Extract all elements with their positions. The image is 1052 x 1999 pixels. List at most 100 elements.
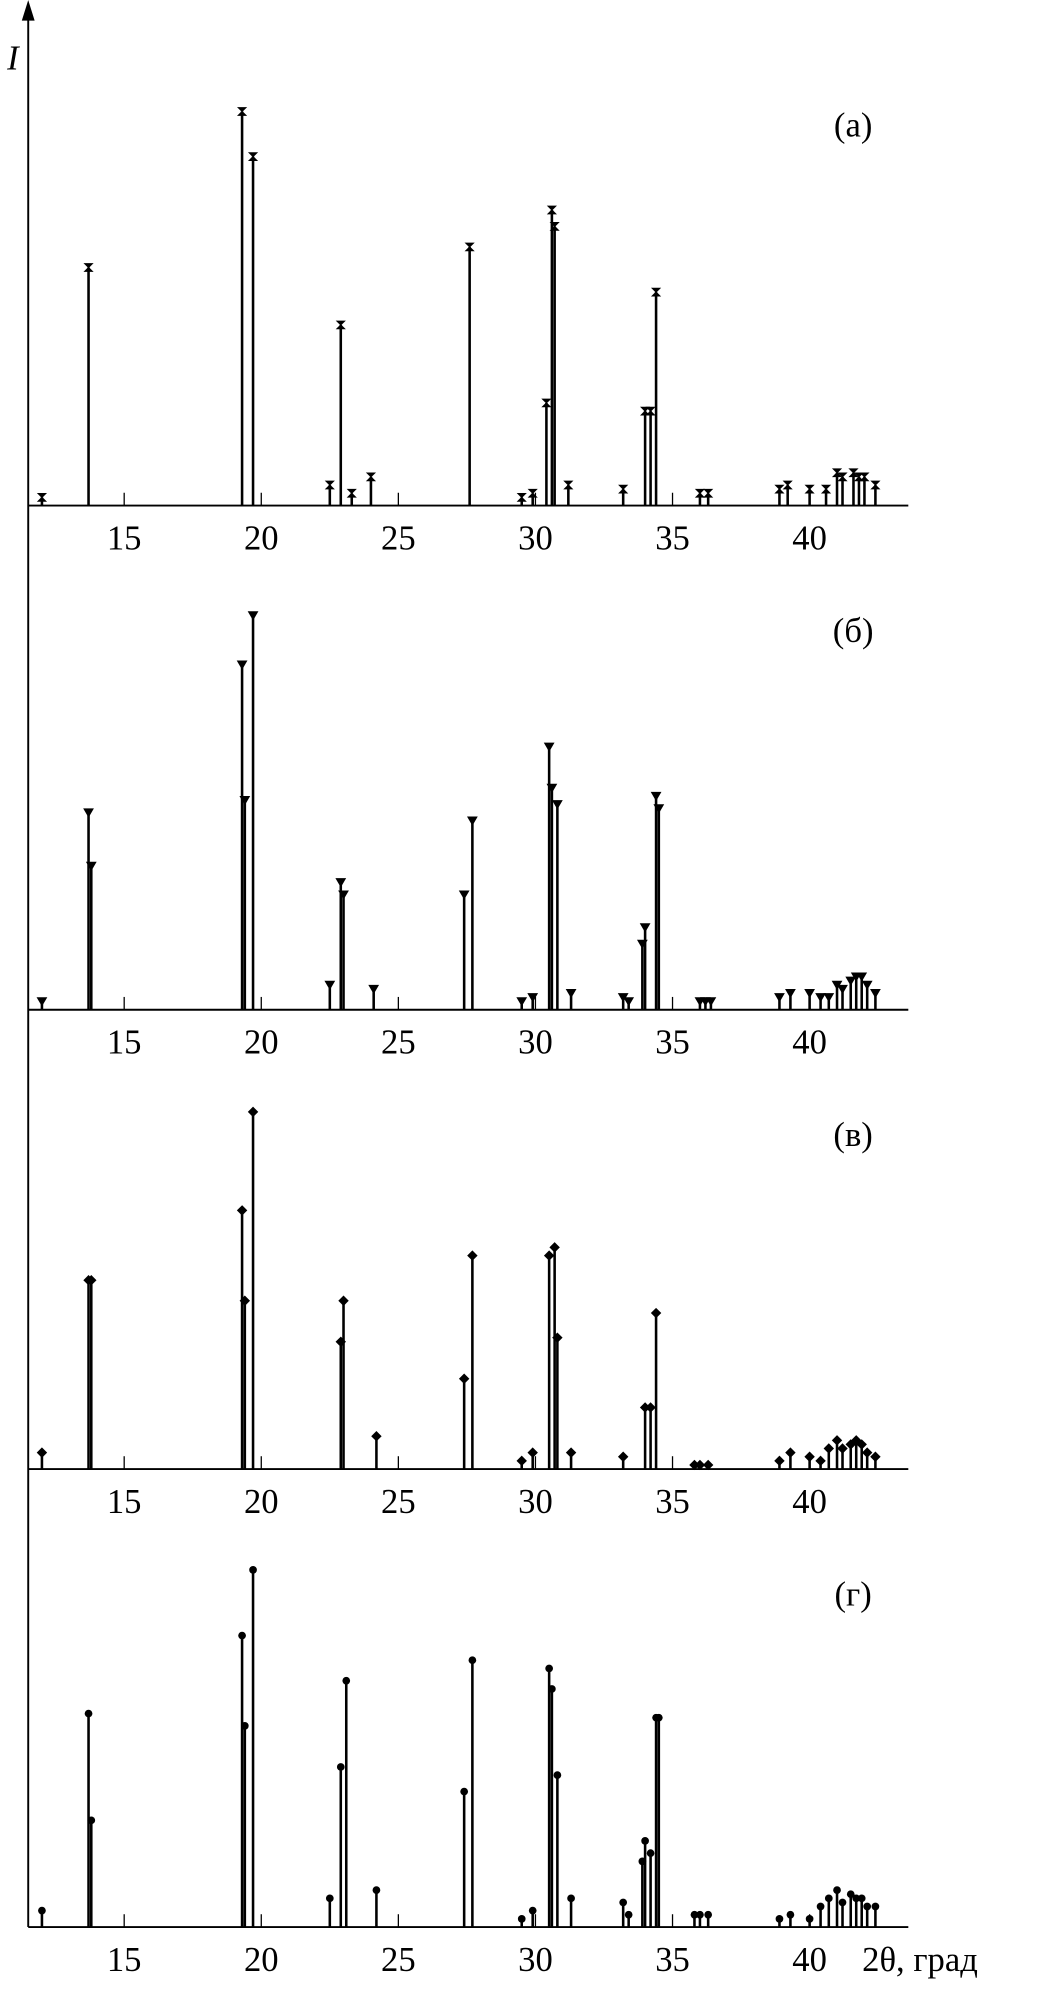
peak-marker xyxy=(236,1205,248,1216)
peak-marker xyxy=(87,1816,96,1825)
x-tick-label: 40 xyxy=(792,1941,827,1979)
peak-marker xyxy=(782,480,793,490)
peak-marker xyxy=(774,993,785,1003)
panel-label: (г) xyxy=(835,1575,872,1613)
peak-marker xyxy=(870,480,881,490)
peak-marker xyxy=(820,484,832,494)
peak-marker xyxy=(468,1656,477,1665)
peak-marker xyxy=(335,320,346,330)
peak-marker xyxy=(338,1295,349,1306)
peak-marker xyxy=(464,242,475,252)
x-tick-label: 25 xyxy=(381,1941,416,1979)
peak-marker xyxy=(690,1910,699,1919)
peak-marker xyxy=(335,878,347,888)
peak-marker xyxy=(617,1451,629,1462)
x-tick-label: 25 xyxy=(381,1483,416,1521)
peak-marker xyxy=(85,861,97,871)
peak-marker xyxy=(871,1902,880,1911)
peak-marker xyxy=(861,1447,873,1458)
peak-marker xyxy=(861,980,873,990)
peak-marker xyxy=(553,1771,562,1780)
x-tick-label: 30 xyxy=(518,1024,553,1062)
peak-marker xyxy=(545,1664,553,1673)
x-tick-label: 15 xyxy=(107,519,142,557)
peak-marker xyxy=(845,976,857,986)
peak-marker xyxy=(371,1430,382,1442)
peak-marker xyxy=(240,1722,249,1730)
peak-marker xyxy=(838,1898,847,1907)
peak-marker xyxy=(466,816,478,826)
peak-marker xyxy=(623,997,635,1007)
peak-marker xyxy=(86,1274,97,1286)
x-tick-label: 20 xyxy=(244,1483,279,1521)
peak-marker xyxy=(551,800,563,810)
peak-marker xyxy=(804,988,815,999)
peak-marker xyxy=(36,997,48,1007)
peak-marker xyxy=(863,1902,872,1911)
peak-marker xyxy=(846,1890,855,1899)
peak-marker xyxy=(624,1910,633,1919)
x-tick-label: 35 xyxy=(655,1941,690,1979)
peak-marker xyxy=(543,1250,555,1261)
peak-marker xyxy=(704,1910,713,1919)
peak-marker xyxy=(831,1435,843,1446)
peak-marker xyxy=(516,1455,527,1467)
peak-marker xyxy=(833,1886,841,1894)
peak-marker xyxy=(249,1566,257,1574)
peak-marker xyxy=(851,1435,862,1446)
peak-marker xyxy=(541,398,552,408)
peak-marker xyxy=(516,997,528,1007)
peak-marker xyxy=(546,783,558,793)
peak-marker xyxy=(805,1914,814,1923)
peak-marker xyxy=(650,791,662,802)
x-tick-label: 30 xyxy=(518,519,553,557)
peak-marker xyxy=(870,988,881,999)
peak-marker xyxy=(815,1455,826,1467)
x-tick-label: 20 xyxy=(244,1941,279,1979)
peak-marker xyxy=(650,287,662,297)
peak-marker xyxy=(83,263,94,272)
peak-marker xyxy=(650,1307,662,1319)
peak-marker xyxy=(247,152,259,161)
peak-marker xyxy=(36,493,48,502)
peak-marker xyxy=(870,1451,881,1462)
peak-marker xyxy=(368,984,380,995)
peak-marker xyxy=(247,1106,259,1118)
x-tick-label: 15 xyxy=(107,1941,142,1979)
peak-marker xyxy=(775,1914,784,1923)
peak-marker xyxy=(804,484,815,494)
peak-marker xyxy=(549,1242,560,1253)
x-axis-label: 2θ, град xyxy=(862,1941,978,1979)
x-tick-label: 35 xyxy=(655,1024,690,1062)
peak-marker xyxy=(238,1631,246,1640)
peak-marker xyxy=(84,1709,93,1718)
x-tick-label: 25 xyxy=(381,1024,416,1062)
peak-marker xyxy=(516,493,527,502)
peak-marker xyxy=(823,993,835,1003)
peak-marker xyxy=(236,660,248,670)
x-tick-label: 30 xyxy=(518,1483,553,1521)
peak-marker xyxy=(517,1914,526,1923)
peak-marker xyxy=(365,472,377,482)
peak-marker xyxy=(467,1250,478,1261)
peak-marker xyxy=(372,1886,381,1894)
peak-marker xyxy=(705,997,717,1007)
peak-marker xyxy=(694,1459,706,1471)
peak-marker xyxy=(856,972,868,982)
peak-marker xyxy=(324,480,335,490)
peak-marker xyxy=(837,1443,848,1454)
peak-marker xyxy=(236,107,248,116)
x-tick-label: 35 xyxy=(655,1483,690,1521)
y-axis-label: I xyxy=(6,40,20,78)
peak-marker xyxy=(527,488,538,498)
peak-marker xyxy=(324,980,336,990)
peak-marker xyxy=(774,484,785,494)
peak-marker xyxy=(325,1894,334,1903)
peak-marker xyxy=(239,796,251,806)
peak-marker xyxy=(786,1910,795,1919)
x-tick-label: 40 xyxy=(792,1483,827,1521)
peak-marker xyxy=(342,1676,351,1685)
peak-marker xyxy=(567,1894,575,1903)
peak-marker xyxy=(546,205,557,215)
